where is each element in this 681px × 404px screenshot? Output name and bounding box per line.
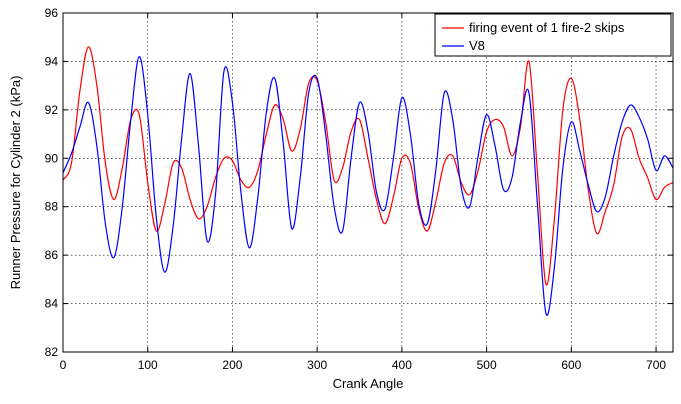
- y-tick-label: 82: [45, 345, 59, 359]
- y-tick-label: 94: [45, 54, 59, 68]
- series-line-v8: [62, 55, 674, 316]
- y-tick-label: 90: [45, 151, 59, 165]
- axis-ticks: 0 100 200 300 400 500 600 700 82 84 86 88 90 92 94 96: [45, 6, 673, 372]
- legend-entry-v8: V8: [469, 38, 485, 53]
- x-tick-label: 500: [477, 358, 497, 372]
- legend: firing event of 1 fire-2 skips V8: [434, 13, 672, 57]
- legend-box: [434, 13, 672, 57]
- x-axis-label: Crank Angle: [333, 376, 404, 391]
- y-axis-label: Runner Pressure for Cylinder 2 (kPa): [8, 76, 23, 290]
- y-tick-label: 88: [45, 200, 59, 214]
- x-tick-label: 700: [646, 358, 666, 372]
- legend-entry-firing-event: firing event of 1 fire-2 skips: [469, 20, 625, 35]
- series-lines: [62, 46, 674, 316]
- y-tick-label: 84: [45, 297, 59, 311]
- x-tick-label: 400: [392, 358, 412, 372]
- series-line-firing-event: [62, 46, 674, 286]
- x-tick-label: 600: [561, 358, 581, 372]
- x-tick-label: 300: [307, 358, 327, 372]
- y-tick-label: 96: [45, 6, 59, 20]
- x-tick-label: 0: [60, 358, 67, 372]
- x-tick-label: 100: [138, 358, 158, 372]
- x-tick-label: 200: [222, 358, 242, 372]
- y-tick-label: 86: [45, 248, 59, 262]
- plot-frame: [62, 12, 674, 353]
- y-tick-label: 92: [45, 103, 59, 117]
